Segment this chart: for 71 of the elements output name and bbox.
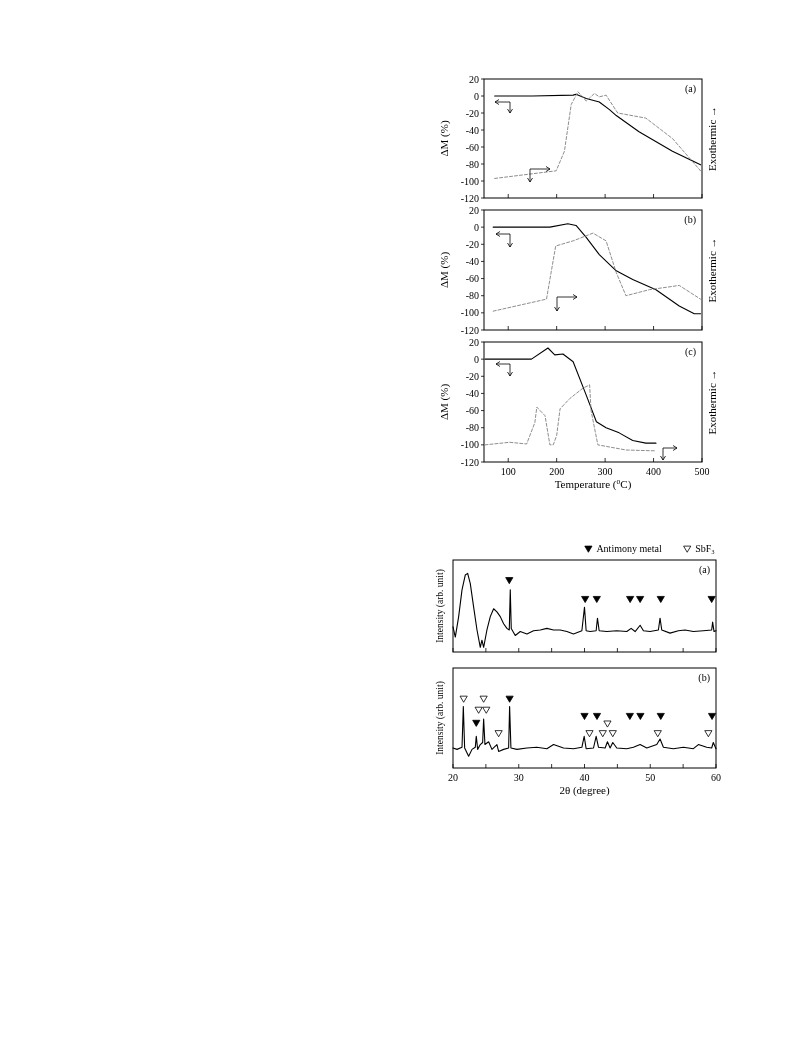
point bbox=[656, 713, 665, 720]
line-series bbox=[484, 384, 657, 452]
y-tick-label: -60 bbox=[465, 141, 479, 153]
y-axis-title: ΔM (%) bbox=[438, 120, 451, 157]
point bbox=[603, 720, 612, 728]
y-tick-label: -40 bbox=[465, 255, 479, 267]
y2-axis-title: Exothermic → bbox=[706, 237, 718, 303]
y-tick-label: -60 bbox=[465, 273, 479, 285]
point bbox=[704, 730, 713, 738]
x-tick-label: 60 bbox=[711, 772, 721, 783]
point bbox=[608, 730, 617, 738]
y-tick-label: -120 bbox=[460, 324, 479, 336]
y-tick-label: 0 bbox=[474, 221, 479, 233]
annotation: (a) bbox=[684, 83, 696, 95]
y-tick-label: -80 bbox=[465, 158, 479, 170]
point bbox=[459, 695, 468, 703]
point bbox=[585, 730, 594, 738]
annotation: (b) bbox=[684, 214, 696, 226]
point bbox=[479, 695, 488, 703]
legend-label: Antimony metal bbox=[596, 543, 662, 554]
x-tick-label: 20 bbox=[448, 772, 458, 783]
x-tick-label: 30 bbox=[513, 772, 524, 783]
annotation: (a) bbox=[698, 564, 710, 576]
x-tick-label: 50 bbox=[645, 772, 656, 783]
y-tick-label: 0 bbox=[474, 90, 479, 102]
y-tick-label: -20 bbox=[465, 370, 479, 382]
y2-axis-title: Exothermic → bbox=[706, 369, 718, 435]
x-tick-label: 500 bbox=[694, 466, 710, 477]
point bbox=[625, 713, 634, 720]
y-tick-label: 20 bbox=[469, 73, 479, 85]
text: (b) bbox=[698, 672, 710, 684]
y-tick-label: -20 bbox=[465, 107, 479, 119]
y-tick-label: -80 bbox=[465, 290, 479, 302]
y-tick-label: 20 bbox=[469, 336, 479, 348]
point bbox=[708, 713, 717, 720]
point bbox=[592, 713, 601, 720]
point bbox=[482, 706, 491, 714]
y-axis-title: ΔM (%) bbox=[438, 383, 451, 421]
point bbox=[580, 713, 589, 720]
point bbox=[636, 713, 645, 720]
x-tick-label: 300 bbox=[597, 466, 613, 477]
x-tick-label: 40 bbox=[579, 772, 590, 783]
point bbox=[472, 719, 481, 727]
y-tick-label: -40 bbox=[465, 124, 479, 136]
y-tick-label: -40 bbox=[465, 387, 479, 399]
point bbox=[505, 695, 514, 703]
x-axis-title: Temperature ($^{o}$C) bbox=[554, 476, 632, 491]
y-tick-label: -80 bbox=[465, 422, 479, 434]
y-tick-label: -120 bbox=[460, 192, 479, 204]
x-tick-label: 400 bbox=[646, 466, 662, 477]
point bbox=[494, 730, 503, 738]
y-tick-label: -100 bbox=[460, 175, 479, 187]
annotation: (c) bbox=[684, 346, 696, 358]
y-tick-label: 0 bbox=[474, 353, 479, 365]
x-axis-title: 2θ (degree) bbox=[559, 784, 610, 797]
y-tick-label: -20 bbox=[465, 238, 479, 250]
point bbox=[653, 730, 662, 738]
y-tick-label: -120 bbox=[460, 456, 479, 468]
point bbox=[598, 730, 607, 738]
y-axis-title: Intensity (arb. unit) bbox=[435, 681, 446, 755]
point bbox=[474, 706, 483, 714]
y-axis-title: ΔM (%) bbox=[438, 251, 451, 289]
x-tick-label: 100 bbox=[500, 466, 516, 477]
y-tick-label: -100 bbox=[460, 307, 479, 319]
y-tick-label: -60 bbox=[465, 405, 479, 417]
y-tick-label: 20 bbox=[469, 204, 479, 216]
y-axis-title: Intensity (arb. unit) bbox=[435, 569, 446, 643]
x-tick-label: 200 bbox=[549, 466, 565, 477]
y-tick-label: -100 bbox=[460, 439, 479, 451]
y2-axis-title: Exothermic → bbox=[706, 105, 718, 172]
legend-label: SbF₃ bbox=[695, 543, 715, 554]
